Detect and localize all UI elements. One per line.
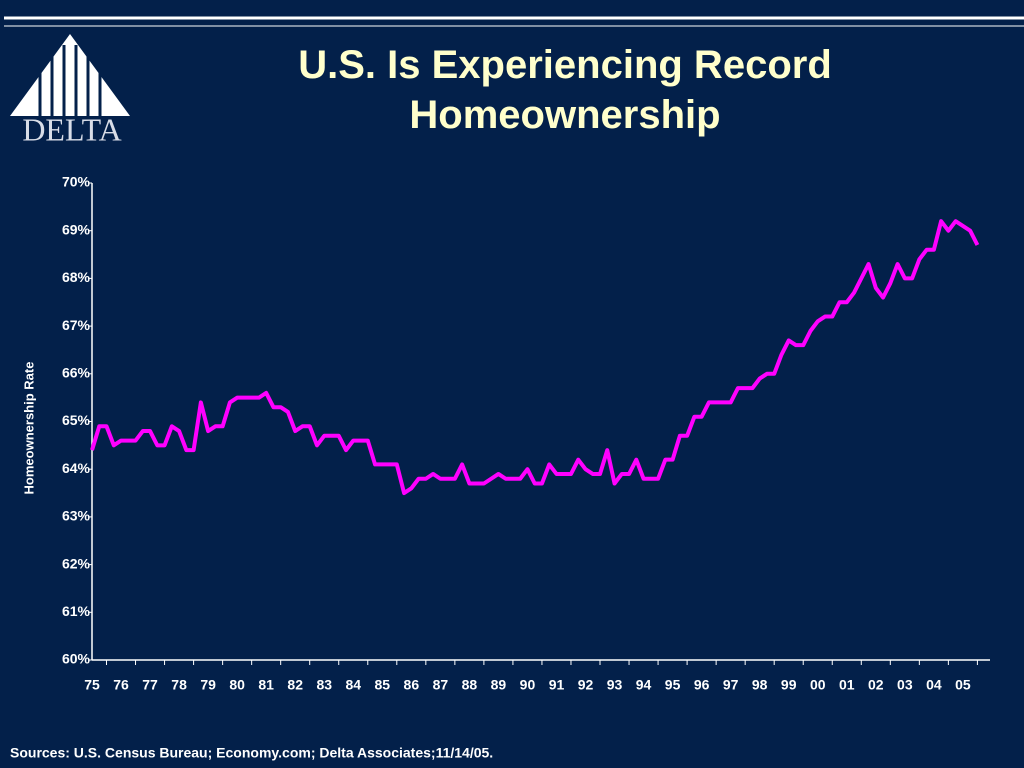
logo-text: DELTA [22, 111, 121, 147]
x-tick-label: 87 [433, 677, 449, 693]
x-tick-label: 01 [839, 677, 855, 693]
x-tick-label: 81 [258, 677, 274, 693]
y-tick-label: 64% [62, 460, 91, 476]
y-tick-label: 63% [62, 508, 91, 524]
y-tick-label: 66% [62, 365, 91, 381]
x-tick-label: 98 [752, 677, 768, 693]
x-tick-label: 92 [578, 677, 594, 693]
x-tick-label: 80 [229, 677, 245, 693]
y-tick-label: 60% [62, 651, 91, 667]
y-axis-label: Homeownership Rate [21, 362, 36, 495]
x-tick-label: 76 [113, 677, 129, 693]
x-tick-label: 91 [549, 677, 565, 693]
x-tick-label: 85 [375, 677, 391, 693]
x-tick-label: 02 [868, 677, 884, 693]
x-tick-label: 77 [142, 677, 158, 693]
x-tick-label: 93 [607, 677, 623, 693]
x-tick-label: 82 [287, 677, 303, 693]
x-tick-label: 79 [200, 677, 216, 693]
y-tick-label: 70% [62, 174, 91, 190]
x-tick-label: 95 [665, 677, 681, 693]
x-tick-label: 03 [897, 677, 913, 693]
source-note: Sources: U.S. Census Bureau; Economy.com… [10, 745, 493, 761]
x-tick-label: 96 [694, 677, 710, 693]
y-tick-label: 62% [62, 555, 91, 571]
x-tick-label: 84 [345, 677, 361, 693]
x-tick-label: 78 [171, 677, 187, 693]
y-tick-label: 67% [62, 317, 91, 333]
data-line [90, 219, 980, 496]
y-tick-label: 61% [62, 603, 91, 619]
x-tick-label: 97 [723, 677, 739, 693]
chart-title: U.S. Is Experiencing Record Homeownershi… [298, 43, 832, 137]
x-tick-label: 04 [926, 677, 942, 693]
y-tick-label: 69% [62, 221, 91, 237]
x-tick-label: 86 [404, 677, 420, 693]
x-tick-label: 05 [955, 677, 971, 693]
x-tick-label: 99 [781, 677, 797, 693]
logo: DELTA [10, 34, 130, 147]
x-tick-label: 88 [462, 677, 478, 693]
x-tick-label: 83 [316, 677, 332, 693]
x-tick-label: 90 [520, 677, 536, 693]
x-tick-label: 94 [636, 677, 652, 693]
y-tick-label: 65% [62, 412, 91, 428]
x-tick-label: 75 [84, 677, 100, 693]
y-tick-label: 68% [62, 269, 91, 285]
x-tick-label: 00 [810, 677, 826, 693]
x-tick-label: 89 [491, 677, 507, 693]
